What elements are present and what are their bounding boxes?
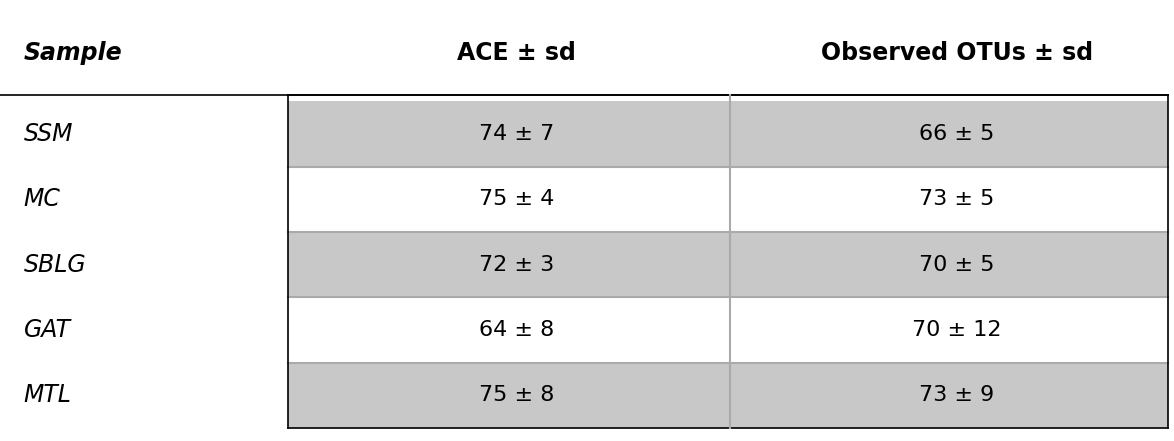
Text: 70 ± 5: 70 ± 5 (919, 254, 994, 275)
Bar (288, 167, 1168, 232)
Text: SSM: SSM (23, 122, 73, 146)
Text: Sample: Sample (23, 41, 122, 65)
Text: MC: MC (23, 187, 60, 211)
Text: 73 ± 5: 73 ± 5 (919, 189, 994, 209)
Bar (288, 101, 1168, 167)
Text: 73 ± 9: 73 ± 9 (919, 385, 994, 405)
Text: MTL: MTL (23, 383, 72, 407)
Text: 75 ± 8: 75 ± 8 (479, 385, 554, 405)
Text: 74 ± 7: 74 ± 7 (479, 124, 554, 144)
Text: SBLG: SBLG (23, 253, 86, 277)
Text: 64 ± 8: 64 ± 8 (479, 320, 554, 340)
Bar (288, 297, 1168, 363)
Text: 72 ± 3: 72 ± 3 (479, 254, 554, 275)
Text: Observed OTUs ± sd: Observed OTUs ± sd (821, 41, 1093, 65)
Text: 70 ± 12: 70 ± 12 (912, 320, 1001, 340)
Text: 66 ± 5: 66 ± 5 (919, 124, 994, 144)
Text: ACE ± sd: ACE ± sd (457, 41, 576, 65)
Text: GAT: GAT (23, 318, 70, 342)
Bar (288, 363, 1168, 428)
Text: 75 ± 4: 75 ± 4 (479, 189, 554, 209)
Bar (288, 232, 1168, 297)
